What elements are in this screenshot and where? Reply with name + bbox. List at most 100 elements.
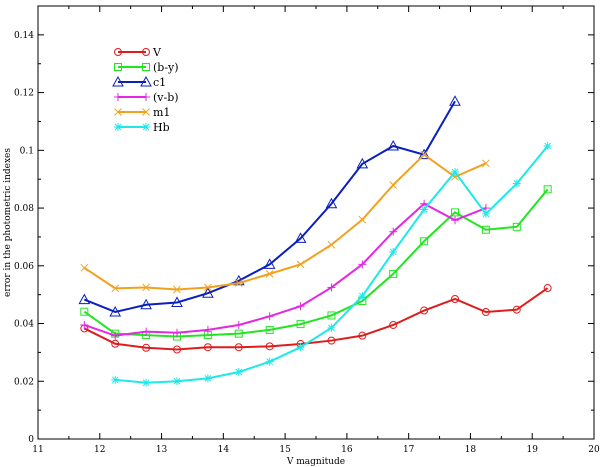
y-tick-label: 0 — [28, 435, 34, 445]
data-point — [296, 260, 305, 269]
legend-marker-left — [114, 63, 122, 71]
data-point — [420, 150, 428, 159]
x-tick-label: 15 — [279, 445, 291, 455]
axis-ticks: 11 12 13 14 15 16 17 18 19 20 0 0.02 0.04 0.06 0.08 0.1… — [14, 5, 600, 455]
y-tick-label: 0.1 — [20, 146, 34, 156]
series-layer — [78, 95, 552, 387]
legend-entry: c1 — [112, 75, 166, 89]
data-point — [420, 306, 429, 315]
data-point — [265, 357, 274, 366]
data-point — [265, 325, 274, 334]
data-point — [78, 293, 91, 305]
data-point — [140, 298, 152, 310]
data-point — [543, 284, 552, 293]
x-tick-label: 16 — [341, 445, 353, 455]
data-point — [327, 311, 336, 320]
data-point — [543, 142, 552, 151]
data-point — [482, 159, 490, 168]
data-point — [80, 307, 89, 316]
legend-marker-right — [142, 93, 150, 101]
data-point — [265, 270, 274, 278]
data-point — [358, 215, 367, 224]
data-point — [327, 336, 336, 345]
data-point — [389, 247, 398, 256]
data-point — [358, 292, 367, 301]
legend-label: Hb — [153, 121, 170, 134]
data-point — [327, 283, 336, 292]
data-point — [111, 331, 120, 340]
series-line — [83, 153, 487, 291]
data-point — [204, 283, 212, 292]
data-point — [265, 312, 274, 321]
data-point — [234, 320, 243, 329]
data-point — [111, 375, 120, 384]
data-point — [296, 320, 305, 329]
legend-label: V — [152, 46, 162, 59]
x-tick-label: 12 — [94, 445, 105, 455]
data-point — [173, 345, 181, 354]
legend-entry: Hb — [114, 121, 170, 134]
data-point — [203, 343, 212, 352]
data-point — [142, 378, 151, 387]
series-line — [83, 100, 456, 314]
x-tick-label: 20 — [588, 445, 600, 455]
legend-entry: V — [114, 46, 162, 59]
data-point — [358, 260, 367, 269]
data-point — [449, 95, 461, 106]
legend-label: c1 — [153, 76, 166, 89]
data-point — [358, 331, 367, 340]
data-point — [418, 148, 430, 160]
data-point — [325, 197, 338, 209]
series-5 — [111, 142, 552, 387]
data-point — [173, 328, 181, 337]
data-point — [451, 294, 459, 303]
y-tick-label: 0.12 — [14, 89, 34, 99]
data-point — [234, 279, 243, 287]
series-line — [83, 188, 549, 338]
legend-box — [113, 42, 190, 167]
data-point — [111, 284, 120, 293]
y-tick-label: 0.04 — [14, 320, 34, 330]
legend-label: (b-y) — [153, 61, 179, 74]
y-tick-label: 0.14 — [14, 31, 34, 41]
y-tick-label: 0.02 — [14, 377, 34, 387]
data-point — [234, 329, 243, 338]
data-point — [142, 343, 151, 352]
data-point — [203, 325, 212, 334]
data-point — [481, 225, 490, 234]
data-point — [481, 209, 490, 218]
x-tick-label: 18 — [465, 445, 477, 455]
legend-marker-left — [112, 75, 124, 87]
legend-marker-left — [114, 108, 122, 116]
x-tick-label: 13 — [156, 445, 168, 455]
legend-marker-left — [114, 48, 122, 56]
data-point — [512, 305, 521, 314]
y-tick-label: 0.08 — [14, 204, 34, 214]
legend-marker-right — [142, 108, 150, 116]
data-point — [389, 227, 398, 236]
data-point — [389, 181, 398, 189]
series-line — [84, 202, 487, 337]
data-point — [171, 296, 183, 307]
legend-marker-left — [114, 123, 122, 131]
data-point — [294, 232, 307, 243]
x-tick-label: 14 — [218, 445, 230, 455]
legend-label: (v-b) — [153, 91, 179, 104]
legend-entry: (b-y) — [114, 61, 179, 74]
data-point — [142, 283, 150, 292]
legend-marker-right — [142, 123, 150, 131]
data-point — [173, 285, 181, 294]
data-point — [234, 368, 243, 377]
legend-marker-right — [142, 63, 150, 71]
series-1 — [80, 185, 552, 341]
legend-marker-right — [140, 75, 152, 87]
series-3 — [80, 199, 490, 340]
data-point — [296, 302, 305, 311]
x-axis-title: V magnitude — [286, 457, 345, 467]
data-point — [389, 269, 398, 278]
data-point — [512, 179, 521, 188]
data-point — [265, 342, 274, 351]
data-point — [327, 323, 336, 332]
x-tick-label: 17 — [403, 445, 415, 455]
